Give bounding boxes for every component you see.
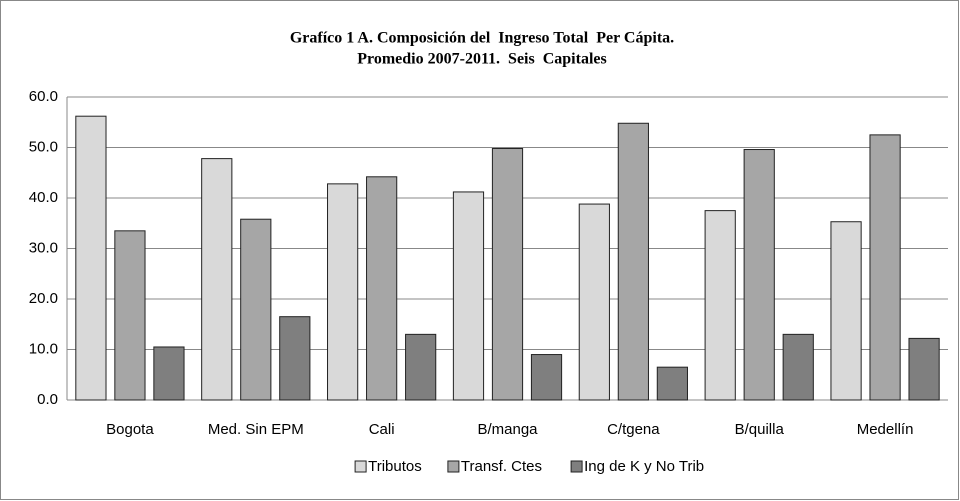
chart-title: Grafíco 1 A. Composición del Ingreso Tot… — [290, 30, 674, 47]
bar — [530, 354, 563, 401]
legend-swatch — [570, 460, 583, 473]
y-tick-label: 50.0 — [29, 138, 58, 155]
bar — [405, 333, 437, 401]
y-tick-label: 0.0 — [37, 391, 58, 408]
y-tick-label: 30.0 — [29, 239, 58, 256]
y-tick-label: 40.0 — [29, 189, 58, 206]
bar — [491, 148, 524, 401]
legend-swatch — [354, 460, 367, 473]
chart-title: Promedio 2007-2011. Seis Capitales — [357, 51, 606, 68]
legend-label: Transf. Ctes — [461, 458, 542, 475]
bar — [452, 191, 485, 401]
bar — [830, 221, 862, 401]
bar — [869, 134, 901, 401]
bar — [908, 337, 940, 401]
bar — [656, 366, 688, 401]
bar — [743, 149, 775, 401]
x-tick-label: Med. Sin EPM — [208, 421, 304, 438]
bar — [114, 230, 146, 401]
y-tick-label: 60.0 — [29, 88, 58, 105]
bar — [201, 158, 233, 401]
x-tick-label: Cali — [369, 421, 395, 438]
legend-label: Tributos — [368, 458, 422, 475]
bar — [704, 210, 736, 401]
bar — [327, 183, 359, 401]
x-tick-label: B/manga — [477, 421, 538, 438]
bar — [153, 346, 185, 401]
bar — [617, 122, 649, 401]
bar — [366, 176, 398, 401]
bar — [75, 115, 107, 401]
x-tick-label: Medellín — [857, 421, 914, 438]
bar — [240, 218, 272, 401]
y-tick-label: 10.0 — [29, 340, 58, 357]
x-tick-label: Bogota — [106, 421, 154, 438]
bar — [782, 333, 814, 401]
x-tick-label: C/tgena — [607, 421, 660, 438]
y-tick-label: 20.0 — [29, 290, 58, 307]
legend-label: Ing de K y No Trib — [584, 458, 704, 475]
bar — [578, 203, 610, 401]
legend-swatch — [447, 460, 460, 473]
x-tick-label: B/quilla — [735, 421, 785, 438]
bar — [279, 316, 311, 401]
